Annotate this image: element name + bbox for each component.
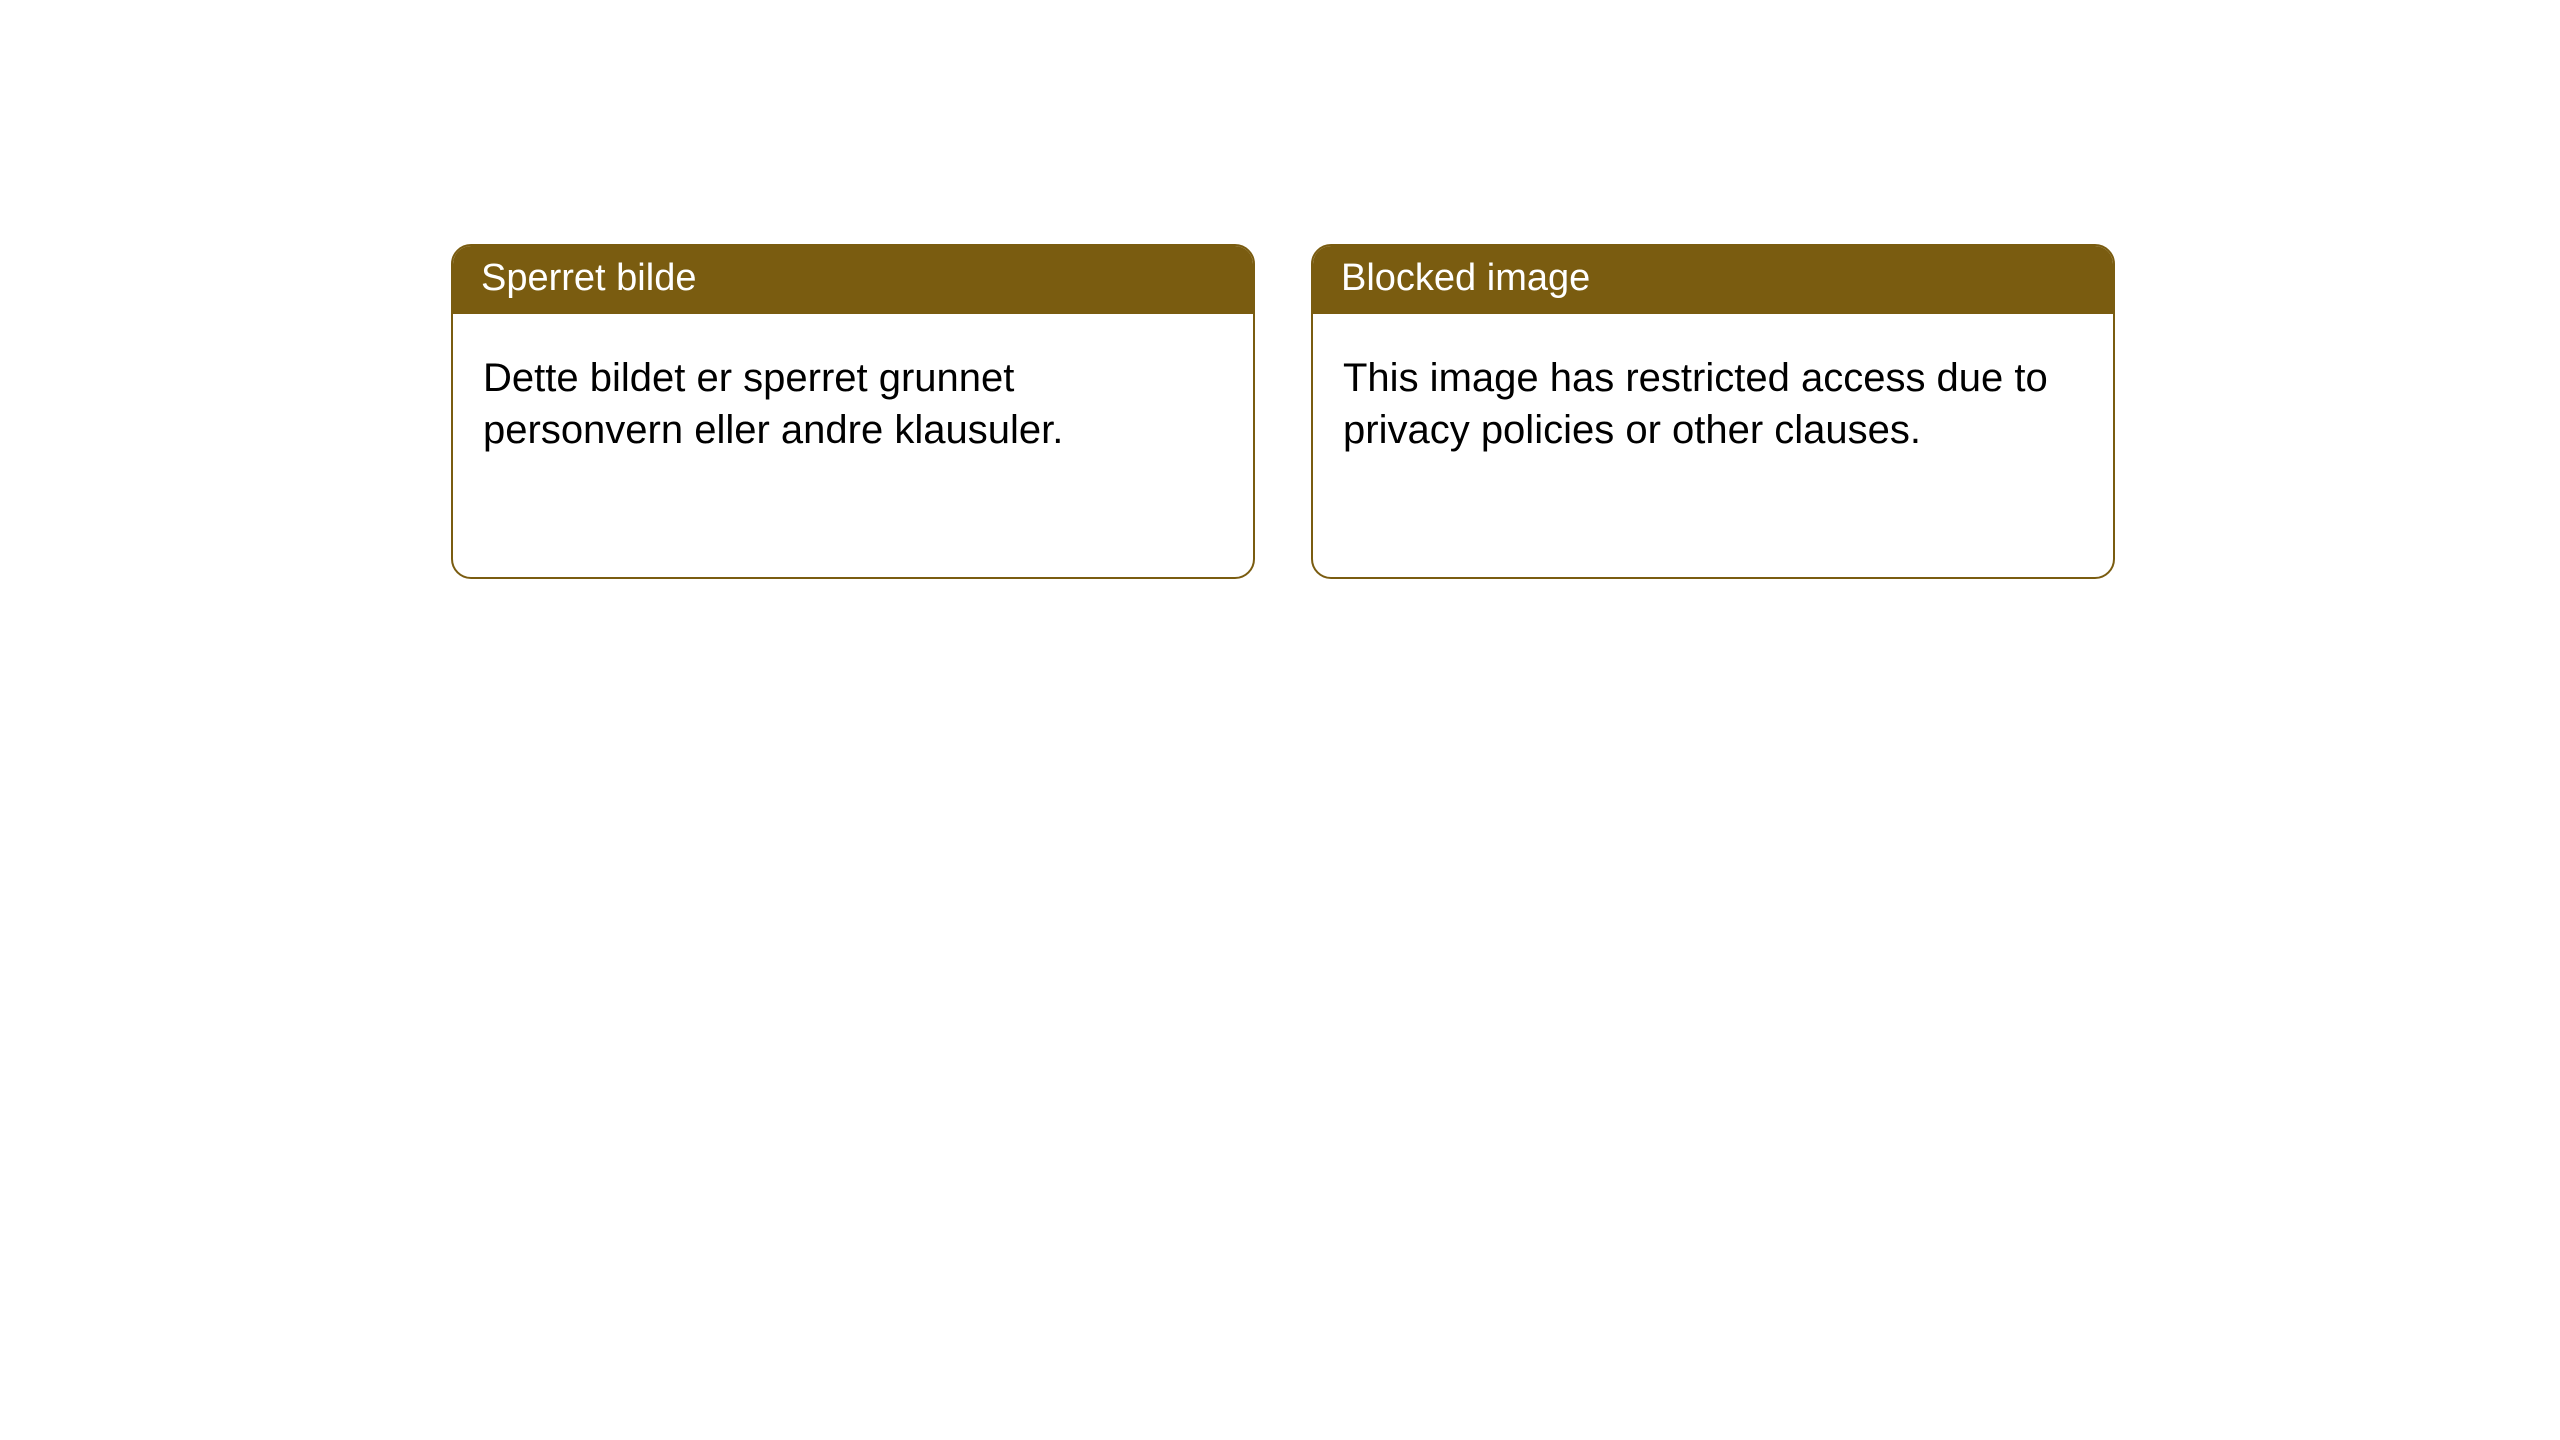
notice-body-norwegian: Dette bildet er sperret grunnet personve… — [453, 314, 1253, 484]
notice-header-english: Blocked image — [1313, 246, 2113, 314]
notice-header-norwegian: Sperret bilde — [453, 246, 1253, 314]
notice-card-norwegian: Sperret bilde Dette bildet er sperret gr… — [451, 244, 1255, 579]
notice-card-english: Blocked image This image has restricted … — [1311, 244, 2115, 579]
notice-body-english: This image has restricted access due to … — [1313, 314, 2113, 484]
notice-container: Sperret bilde Dette bildet er sperret gr… — [451, 244, 2115, 579]
